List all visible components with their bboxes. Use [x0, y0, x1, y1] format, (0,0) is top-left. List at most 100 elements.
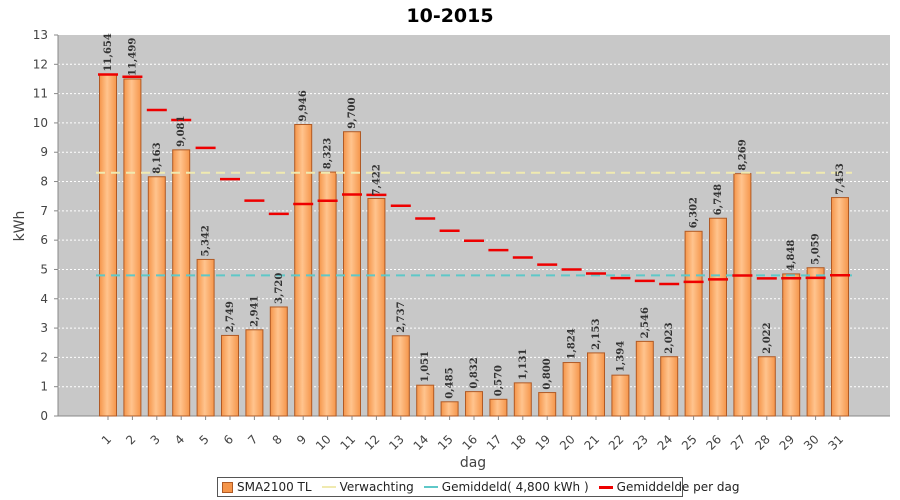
- bar: [318, 171, 337, 417]
- data-label: 0,570: [493, 365, 504, 396]
- bar: [343, 131, 361, 417]
- x-tick-label: 27: [728, 432, 749, 453]
- bar: [611, 374, 630, 417]
- bar: [806, 267, 825, 417]
- bar: [196, 258, 215, 417]
- data-label: 1,051: [420, 351, 431, 382]
- data-label: 2,941: [249, 295, 260, 326]
- line-swatch-icon: [423, 486, 438, 488]
- x-tick-label: 29: [777, 432, 798, 453]
- data-label: 2,022: [762, 322, 773, 353]
- y-tick-label: 0: [40, 409, 48, 423]
- y-axis-label: kWh: [12, 211, 28, 242]
- data-label: 5,342: [201, 225, 212, 256]
- x-tick-label: 21: [581, 432, 602, 453]
- legend-item-verwachting: Verwachting: [321, 480, 414, 494]
- bar: [465, 391, 483, 417]
- y-tick-label: 4: [40, 292, 48, 306]
- y-tick-label: 12: [33, 57, 48, 71]
- bar: [294, 124, 313, 417]
- bar: [123, 78, 142, 417]
- data-label: 11,654: [103, 33, 114, 71]
- x-tick-label: 10: [313, 432, 334, 453]
- x-tick-label: 19: [533, 432, 554, 453]
- bar: [99, 73, 117, 417]
- line-swatch-icon: [321, 486, 336, 488]
- data-label: 6,748: [713, 184, 724, 215]
- x-tick-label: 17: [484, 432, 505, 453]
- bar: [831, 197, 849, 417]
- data-label: 9,081: [176, 116, 187, 147]
- legend: SMA2100 TL Verwachting Gemiddeld( 4,800 …: [217, 477, 739, 497]
- chart-title: 10-2015: [406, 5, 493, 27]
- bar: [245, 329, 264, 417]
- data-label: 5,059: [811, 233, 822, 264]
- x-axis: 1 2 3 4 5 6 7 8 9 10 11 12 13 14 15 16 17 18 19 20 21 22 23 24 2…: [99, 416, 846, 453]
- bar: [221, 334, 239, 417]
- data-label: 11,499: [127, 38, 138, 76]
- x-tick-label: 3: [148, 432, 163, 447]
- x-tick-label: 14: [411, 432, 432, 453]
- bar: [367, 197, 386, 417]
- y-tick-label: 2: [40, 350, 48, 364]
- x-axis-label: dag: [460, 455, 486, 471]
- data-label: 2,023: [664, 322, 675, 353]
- data-label: 7,453: [835, 163, 846, 194]
- bar: [513, 382, 532, 417]
- daily-average-series: [98, 73, 850, 286]
- bar: [147, 176, 166, 417]
- bar: [269, 306, 288, 417]
- x-tick-label: 23: [630, 432, 651, 453]
- bar: [660, 356, 679, 417]
- x-tick-label: 28: [752, 432, 773, 453]
- y-tick-label: 6: [40, 233, 48, 247]
- x-tick-label: 11: [337, 432, 358, 453]
- legend-item-gemiddeld: Gemiddeld( 4,800 kWh ): [423, 480, 589, 494]
- reference-lines: [96, 171, 852, 277]
- x-tick-label: 25: [679, 432, 700, 453]
- x-tick-label: 13: [386, 432, 407, 453]
- x-tick-label: 5: [196, 432, 211, 447]
- data-label: 4,848: [786, 240, 797, 271]
- data-label: 7,422: [371, 164, 382, 195]
- bar: [733, 173, 752, 417]
- data-label: 8,323: [323, 138, 334, 169]
- data-label: 9,700: [347, 97, 358, 128]
- data-label: 6,302: [689, 197, 700, 228]
- data-label: 1,824: [567, 328, 578, 359]
- data-labels: 11,654 11,499 8,163 9,081 5,342 2,749 2,941 3,7…: [103, 33, 846, 399]
- y-tick-label: 11: [33, 87, 48, 101]
- x-tick-label: 8: [270, 432, 285, 447]
- bar: [416, 384, 435, 417]
- data-label: 2,737: [396, 301, 407, 332]
- data-label: 8,269: [737, 139, 748, 170]
- legend-item-bar: SMA2100 TL: [222, 480, 312, 494]
- x-tick-label: 16: [459, 432, 480, 453]
- x-tick-label: 2: [123, 432, 138, 447]
- y-tick-label: 10: [33, 116, 48, 130]
- bar: [489, 398, 508, 417]
- y-tick-label: 9: [40, 145, 48, 159]
- bar: [440, 401, 459, 417]
- data-label: 1,131: [518, 349, 529, 380]
- y-tick-label: 7: [40, 204, 48, 218]
- y-tick-label: 13: [33, 28, 48, 42]
- data-label: 9,946: [298, 90, 309, 121]
- data-label: 8,163: [152, 142, 163, 173]
- data-label: 2,749: [225, 301, 236, 332]
- y-tick-label: 5: [40, 262, 48, 276]
- bar: [709, 217, 727, 417]
- bar: [757, 356, 776, 417]
- bar: [587, 352, 605, 417]
- x-tick-label: 4: [172, 432, 187, 447]
- x-tick-label: 26: [703, 432, 724, 453]
- x-tick-label: 15: [435, 432, 456, 453]
- y-tick-label: 8: [40, 175, 48, 189]
- x-tick-label: 18: [508, 432, 529, 453]
- data-label: 0,485: [445, 367, 456, 398]
- bar: [391, 335, 410, 417]
- bar: [562, 362, 581, 417]
- x-tick-label: 20: [557, 432, 578, 453]
- line-swatch-icon: [598, 485, 613, 489]
